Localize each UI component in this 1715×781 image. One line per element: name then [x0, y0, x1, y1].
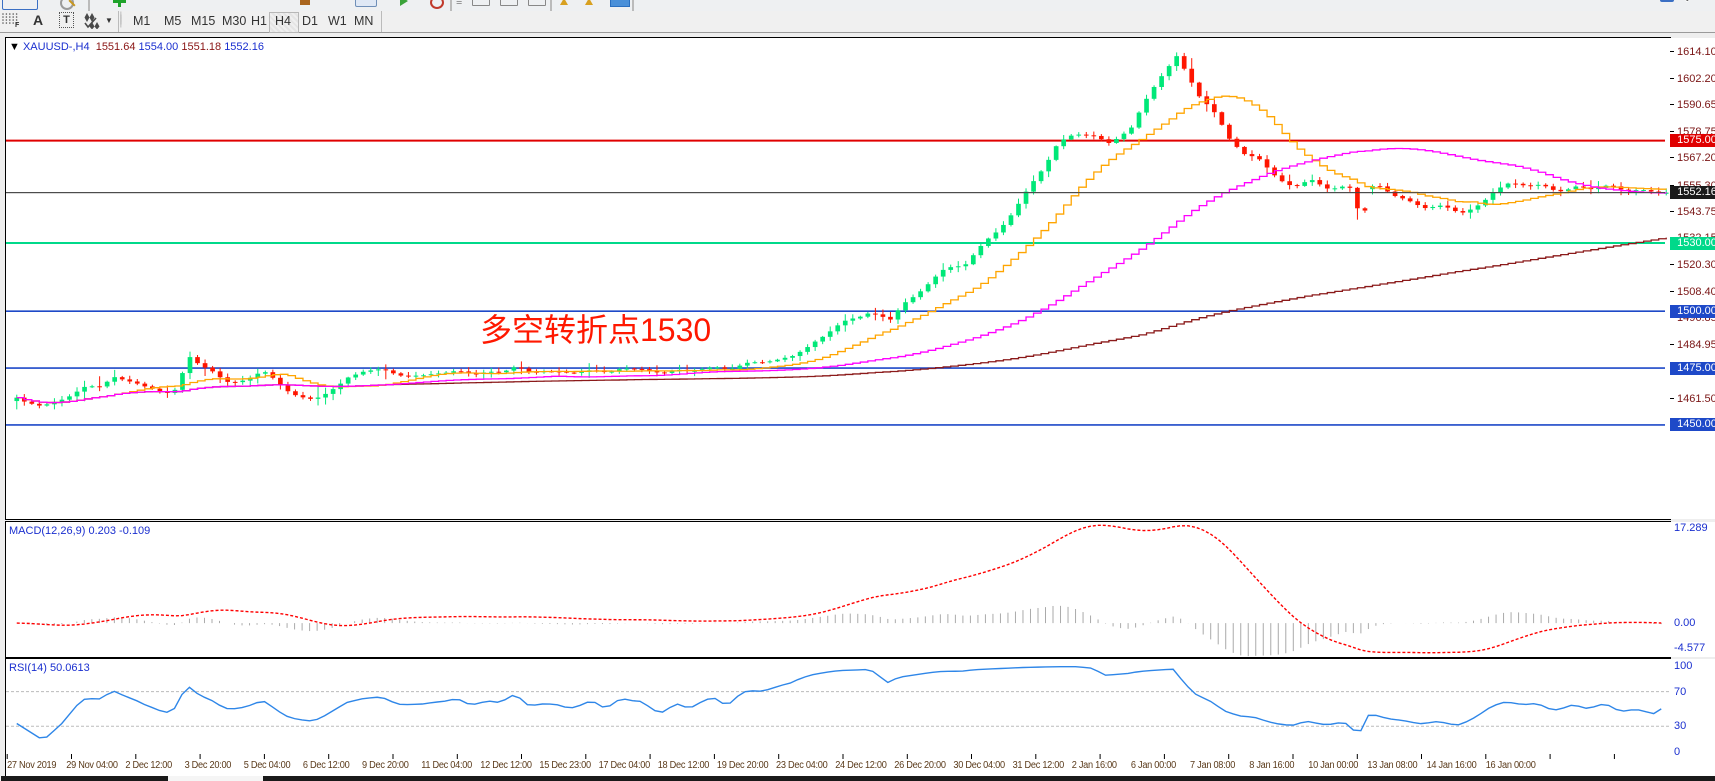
- svg-text:多空转折点1530: 多空转折点1530: [480, 312, 711, 348]
